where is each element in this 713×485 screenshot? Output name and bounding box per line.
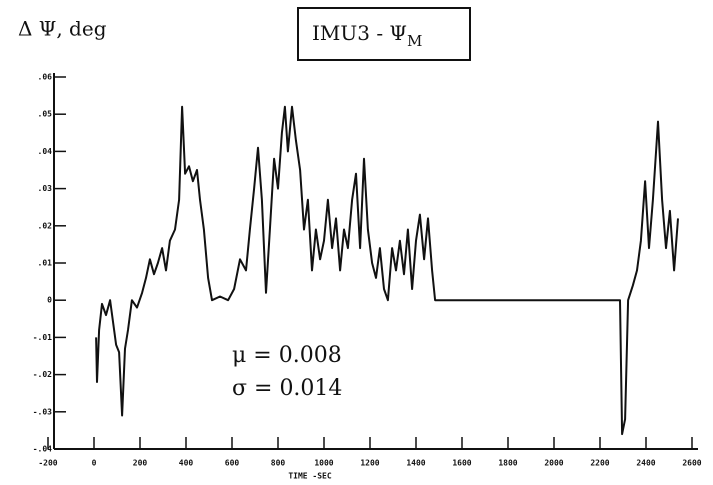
x-tick-label: 800: [271, 459, 286, 468]
title-main: IMU3 - Ψ: [312, 21, 407, 45]
y-tick-label: -.02: [33, 370, 52, 379]
y-axis-label: Δ Ψ, deg: [18, 17, 107, 41]
x-tick-label: 600: [225, 459, 240, 468]
y-tick-label: .03: [38, 184, 53, 193]
y-tick-label: .05: [38, 110, 53, 119]
x-tick-label: 1000: [314, 459, 333, 468]
x-tick-label: 2000: [544, 459, 563, 468]
x-tick-label: 1200: [360, 459, 379, 468]
data-line: [95, 105, 679, 436]
y-tick-label: .04: [38, 147, 53, 156]
x-tick-label: 0: [92, 459, 97, 468]
mean-annotation: μ = 0.008: [232, 343, 342, 368]
x-tick-label: 2600: [682, 459, 701, 468]
sigma-annotation: σ = 0.014: [232, 376, 342, 401]
y-tick-label: .02: [38, 221, 53, 230]
y-tick-label: -.01: [33, 333, 52, 342]
x-axis-label: TIME -SEC: [288, 472, 332, 481]
chart-title: IMU3 - ΨM: [312, 21, 422, 51]
x-tick-label: 2400: [636, 459, 655, 468]
x-tick-label: 2200: [590, 459, 609, 468]
x-tick-label: 200: [133, 459, 148, 468]
y-tick-label: -.04: [33, 445, 52, 454]
x-tick-label: 1800: [498, 459, 517, 468]
y-tick-label: -.03: [33, 407, 52, 416]
y-tick-label: .01: [38, 259, 53, 268]
title-box: [297, 7, 471, 61]
x-tick-label: 1600: [452, 459, 471, 468]
y-tick-label: .06: [38, 73, 53, 82]
x-tick-label: 1400: [406, 459, 425, 468]
x-tick-label: -200: [38, 459, 57, 468]
title-subscript: M: [407, 32, 422, 50]
x-tick-label: 400: [179, 459, 194, 468]
y-tick-label: 0: [47, 296, 52, 305]
